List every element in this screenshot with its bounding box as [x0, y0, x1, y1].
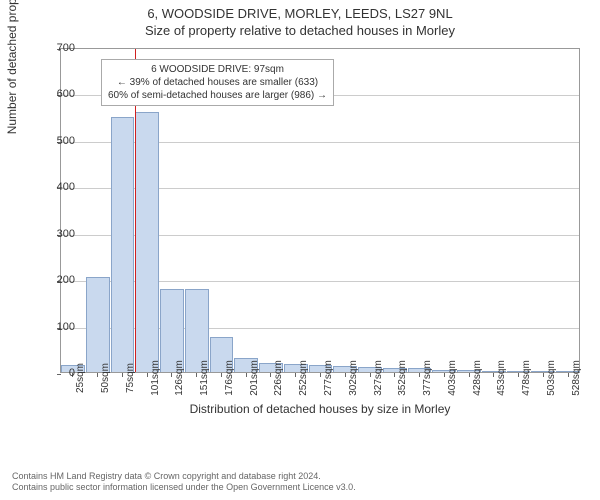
xtick-mark [543, 373, 544, 377]
ytick-label: 500 [57, 135, 75, 147]
footer-line-1: Contains HM Land Registry data © Crown c… [12, 471, 356, 483]
annotation-line-3: 60% of semi-detached houses are larger (… [108, 89, 327, 102]
xtick-mark [568, 373, 569, 377]
xtick-mark [221, 373, 222, 377]
y-axis-label: Number of detached properties [5, 0, 19, 134]
xtick-mark [394, 373, 395, 377]
histogram-bar [111, 117, 135, 372]
xtick-label: 252sqm [298, 360, 309, 396]
footer-line-2: Contains public sector information licen… [12, 482, 356, 494]
page-title: 6, WOODSIDE DRIVE, MORLEY, LEEDS, LS27 9… [0, 0, 600, 21]
page-subtitle: Size of property relative to detached ho… [0, 21, 600, 38]
plot-area: 6 WOODSIDE DRIVE: 97sqm← 39% of detached… [60, 48, 580, 373]
xtick-mark [122, 373, 123, 377]
xtick-mark [147, 373, 148, 377]
annotation-line-1: 6 WOODSIDE DRIVE: 97sqm [108, 63, 327, 76]
xtick-label: 503sqm [546, 360, 557, 396]
ytick-label: 300 [57, 228, 75, 240]
xtick-mark [270, 373, 271, 377]
ytick-label: 0 [69, 367, 75, 379]
ytick-label: 600 [57, 88, 75, 100]
ytick-label: 200 [57, 274, 75, 286]
chart-container: 6 WOODSIDE DRIVE: 97sqm← 39% of detached… [60, 48, 580, 418]
xtick-label: 352sqm [397, 360, 408, 396]
xtick-label: 126sqm [174, 360, 185, 396]
xtick-label: 428sqm [472, 360, 483, 396]
xtick-label: 327sqm [373, 360, 384, 396]
xtick-mark [295, 373, 296, 377]
xtick-label: 201sqm [249, 360, 260, 396]
xtick-mark [469, 373, 470, 377]
xtick-label: 528sqm [571, 360, 582, 396]
footer-attribution: Contains HM Land Registry data © Crown c… [12, 471, 356, 494]
histogram-bar [86, 277, 110, 372]
xtick-label: 302sqm [348, 360, 359, 396]
xtick-mark [320, 373, 321, 377]
xtick-label: 403sqm [447, 360, 458, 396]
xtick-mark [444, 373, 445, 377]
xtick-mark [370, 373, 371, 377]
xtick-label: 377sqm [422, 360, 433, 396]
xtick-mark [246, 373, 247, 377]
xtick-label: 277sqm [323, 360, 334, 396]
xtick-label: 176sqm [224, 360, 235, 396]
annotation-line-2: ← 39% of detached houses are smaller (63… [108, 76, 327, 89]
ytick-mark [57, 374, 61, 375]
histogram-bar [135, 112, 159, 372]
xtick-label: 226sqm [273, 360, 284, 396]
xtick-label: 453sqm [496, 360, 507, 396]
xtick-mark [345, 373, 346, 377]
xtick-mark [196, 373, 197, 377]
xtick-label: 75sqm [125, 363, 136, 393]
ytick-label: 100 [57, 321, 75, 333]
xtick-label: 50sqm [100, 363, 111, 393]
xtick-label: 151sqm [199, 360, 210, 396]
xtick-mark [518, 373, 519, 377]
annotation-box: 6 WOODSIDE DRIVE: 97sqm← 39% of detached… [101, 59, 334, 106]
xtick-mark [493, 373, 494, 377]
xtick-label: 478sqm [521, 360, 532, 396]
xtick-mark [171, 373, 172, 377]
xtick-mark [419, 373, 420, 377]
ytick-label: 700 [57, 42, 75, 54]
xtick-label: 101sqm [150, 360, 161, 396]
ytick-label: 400 [57, 181, 75, 193]
xtick-label: 25sqm [75, 363, 86, 393]
xtick-mark [97, 373, 98, 377]
x-axis-label: Distribution of detached houses by size … [60, 402, 580, 416]
